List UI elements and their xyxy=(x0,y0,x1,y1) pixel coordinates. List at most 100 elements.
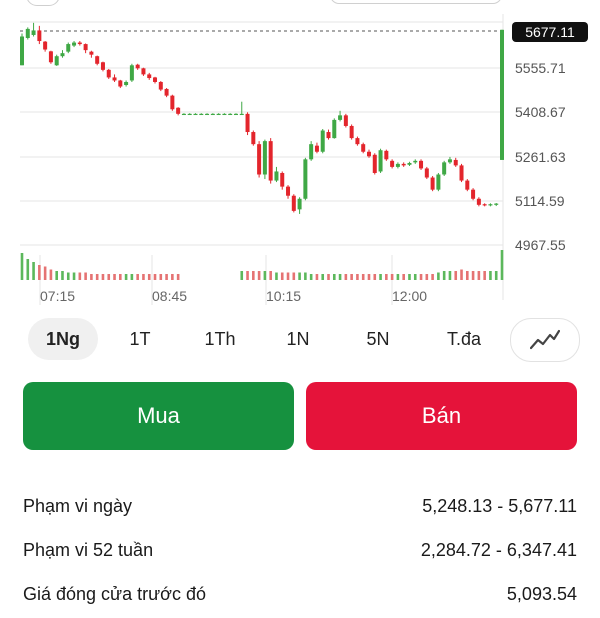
volume-bar xyxy=(171,274,174,280)
candle xyxy=(54,54,59,66)
stat-value: 5,248.13 - 5,677.11 xyxy=(422,496,577,516)
candle xyxy=(401,162,406,167)
volume-bar xyxy=(309,274,313,280)
volume-bar xyxy=(356,274,359,280)
candle xyxy=(436,172,441,192)
volume-bar xyxy=(61,271,64,280)
candle xyxy=(100,61,105,72)
candle xyxy=(320,128,325,154)
y-tick-label: 5261.63 xyxy=(515,149,566,165)
candle xyxy=(239,101,244,116)
volume-bar xyxy=(101,274,105,280)
tab-1n[interactable]: 1N xyxy=(286,329,310,349)
volume-bars-group xyxy=(20,250,504,280)
x-tick-label: 10:15 xyxy=(266,288,301,304)
candle xyxy=(262,139,267,180)
volume-bar xyxy=(66,272,70,280)
volume-bar xyxy=(327,274,330,280)
candle xyxy=(187,113,192,116)
candle xyxy=(378,148,383,173)
volume-bar xyxy=(460,269,463,280)
volume-bar xyxy=(419,274,423,280)
stat-row-previous-close: Giá đóng cửa trước đó 5,093.54 xyxy=(23,574,577,618)
volume-bar xyxy=(379,274,382,280)
volume-bar xyxy=(489,271,492,280)
candle xyxy=(153,76,158,84)
candle xyxy=(355,136,360,146)
tab-1th[interactable]: 1Th xyxy=(204,329,236,349)
tab-5n[interactable]: 5N xyxy=(366,329,390,349)
volume-bar xyxy=(350,274,353,280)
volume-bar xyxy=(321,274,325,280)
candle xyxy=(60,50,65,58)
volume-bar xyxy=(55,271,58,280)
candle xyxy=(413,159,418,164)
volume-bar xyxy=(43,266,47,280)
candle xyxy=(205,113,210,116)
candle xyxy=(83,43,88,54)
volume-bar xyxy=(147,274,151,280)
stat-value: 5,093.54 xyxy=(506,584,577,604)
stat-label: Phạm vi ngày xyxy=(23,496,133,516)
candle xyxy=(222,113,227,116)
y-tick-label: 5555.71 xyxy=(515,60,566,76)
candle xyxy=(274,166,279,183)
candle xyxy=(251,130,256,146)
candle xyxy=(141,67,146,76)
candle xyxy=(459,163,464,183)
candle xyxy=(43,41,48,52)
volume-bar xyxy=(130,274,134,280)
volume-bar xyxy=(153,274,157,280)
candle xyxy=(72,41,77,48)
candle xyxy=(176,107,181,116)
volume-bar xyxy=(344,274,348,280)
volume-bar xyxy=(315,274,319,280)
volume-bar xyxy=(466,271,469,280)
tab-1t[interactable]: 1T xyxy=(129,329,151,349)
candle xyxy=(482,203,487,207)
volume-bar xyxy=(494,271,498,280)
candle xyxy=(89,50,94,58)
candle xyxy=(442,160,447,177)
candle xyxy=(228,113,233,116)
candle xyxy=(286,185,291,199)
volume-bar xyxy=(361,274,365,280)
volume-bar xyxy=(269,271,272,280)
volume-bar xyxy=(402,274,405,280)
x-tick-label: 08:45 xyxy=(152,288,187,304)
price-chart[interactable]: 5555.71 5408.67 5261.63 5114.59 4967.55 07:1… xyxy=(0,0,600,310)
tab-tda[interactable]: T.đa xyxy=(446,329,482,349)
volume-bar xyxy=(390,274,394,280)
volume-bar xyxy=(454,271,458,280)
stats-list: Phạm vi ngày 5,248.13 - 5,677.11 Phạm vi… xyxy=(23,486,577,618)
candle xyxy=(447,156,452,164)
candle xyxy=(291,194,296,213)
candle xyxy=(25,27,30,40)
volume-bar xyxy=(483,271,486,280)
candle xyxy=(366,149,371,158)
candle xyxy=(135,63,140,70)
volume-bar xyxy=(292,272,296,280)
buy-button[interactable]: Mua xyxy=(23,382,294,450)
candle xyxy=(407,161,412,167)
volume-bar xyxy=(90,274,93,280)
candle xyxy=(170,94,175,111)
volume-bar xyxy=(107,274,111,280)
stat-row-day-range: Phạm vi ngày 5,248.13 - 5,677.11 xyxy=(23,486,577,530)
stat-label: Phạm vi 52 tuần xyxy=(23,540,154,560)
stat-value: 2,284.72 - 6,347.41 xyxy=(420,540,577,560)
candle xyxy=(95,55,100,66)
x-tick-label: 07:15 xyxy=(40,288,75,304)
chart-type-button[interactable] xyxy=(510,318,580,362)
candle xyxy=(419,159,424,170)
volume-bar xyxy=(431,274,434,280)
volume-bar xyxy=(275,272,278,280)
candle xyxy=(31,22,36,37)
tab-1ng[interactable]: 1Ng xyxy=(28,318,98,360)
candle xyxy=(181,113,186,116)
y-tick-label: 5114.59 xyxy=(515,193,565,209)
candle xyxy=(384,149,389,161)
volume-bar xyxy=(425,274,429,280)
candle xyxy=(314,142,319,154)
sell-button[interactable]: Bán xyxy=(306,382,577,450)
